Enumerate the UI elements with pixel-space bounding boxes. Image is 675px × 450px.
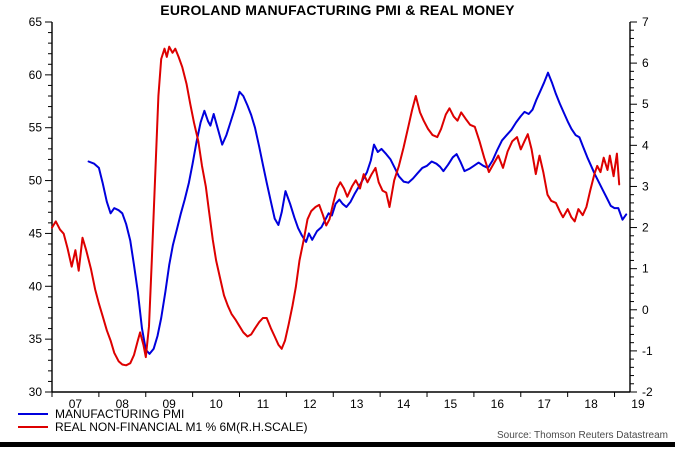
axis-tick-label: 16	[491, 397, 505, 411]
legend-label-pmi: MANUFACTURING PMI	[55, 407, 185, 421]
axis-tick-label: 18	[584, 397, 598, 411]
axis-tick-label: 7	[642, 15, 649, 29]
axis-tick-label: 65	[29, 15, 43, 29]
axis-tick-label: 40	[29, 279, 43, 293]
legend-item-m1: REAL NON-FINANCIAL M1 % 6M(R.H.SCALE)	[18, 421, 308, 433]
axis-tick-label: 09	[163, 397, 177, 411]
bottom-rule	[0, 442, 675, 447]
pmi-line	[87, 71, 628, 355]
axis-tick-label: -2	[642, 385, 653, 399]
axis-tick-label: 45	[29, 226, 43, 240]
m1-line	[51, 45, 621, 367]
axis-tick-label: 13	[350, 397, 364, 411]
right-axis: -2 -1 0 1 2 3 4 5 6 7	[629, 15, 653, 399]
axis-tick-label: 60	[29, 68, 43, 82]
axis-tick-label: 50	[29, 174, 43, 188]
axis-tick-label: 0	[642, 303, 649, 317]
axis-tick-label: 55	[29, 121, 43, 135]
axis-tick-label: 1	[642, 262, 649, 276]
axis-tick-label: 4	[642, 138, 649, 152]
left-axis: 30 35 40 45 50 55 60 65	[29, 15, 53, 399]
x-axis: 07 08 09 10 11 12 13 14 15 16 17 18 19	[51, 391, 645, 411]
axis-tick-label: 08	[116, 397, 130, 411]
axis-tick-label: 07	[69, 397, 83, 411]
axis-tick-label: 12	[303, 397, 317, 411]
pmi-line-swatch	[18, 413, 48, 415]
axis-tick-label: 15	[444, 397, 458, 411]
legend: MANUFACTURING PMI REAL NON-FINANCIAL M1 …	[18, 408, 308, 434]
axis-tick-label: 11	[257, 397, 270, 411]
axis-tick-label: 14	[397, 397, 411, 411]
source-credit: Source: Thomson Reuters Datastream	[496, 430, 668, 441]
axis-tick-label: 17	[538, 397, 552, 411]
axis-tick-label: 30	[29, 385, 43, 399]
axis-tick-label: 5	[642, 97, 649, 111]
axis-tick-label: 19	[631, 397, 645, 411]
legend-item-pmi: MANUFACTURING PMI	[18, 408, 308, 420]
chart-title: EUROLAND MANUFACTURING PMI & REAL MONEY	[160, 2, 515, 18]
axis-tick-label: 35	[29, 332, 43, 346]
axis-tick-label: 6	[642, 56, 649, 70]
m1-line-swatch	[18, 426, 48, 428]
axis-tick-label: 10	[209, 397, 223, 411]
axis-tick-label: 2	[642, 221, 649, 235]
axis-tick-label: -1	[642, 344, 653, 358]
legend-label-m1: REAL NON-FINANCIAL M1 % 6M(R.H.SCALE)	[55, 420, 308, 434]
axis-tick-label: 3	[642, 179, 649, 193]
